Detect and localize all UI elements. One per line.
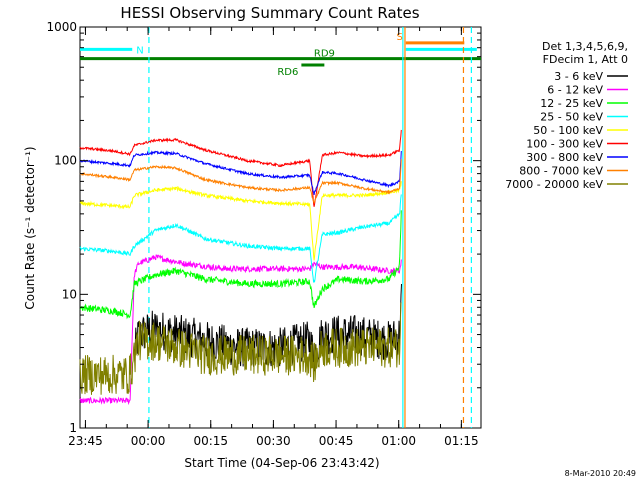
legend-label: 12 - 25 keV bbox=[540, 97, 603, 110]
x-axis-label: Start Time (04-Sep-06 23:43:42) bbox=[184, 456, 379, 470]
legend-label: 25 - 50 keV bbox=[540, 111, 603, 124]
legend-label: 100 - 300 keV bbox=[526, 138, 603, 151]
y-tick-label: 100 bbox=[54, 154, 77, 168]
mode-flags: N S RD9 RD6 bbox=[80, 32, 481, 78]
x-tick-label: 00:15 bbox=[193, 434, 228, 448]
chart-title: HESSI Observing Summary Count Rates bbox=[120, 4, 419, 22]
legend-label: 300 - 800 keV bbox=[526, 151, 603, 164]
series-line bbox=[79, 159, 402, 205]
legend-label: 3 - 6 keV bbox=[554, 70, 603, 83]
flag-label: RD6 bbox=[277, 67, 298, 78]
x-tick-label: 23:45 bbox=[68, 434, 103, 448]
vertical-markers bbox=[148, 27, 472, 428]
flag-label: N bbox=[136, 45, 143, 56]
legend-header-2: FDecim 1, Att 0 bbox=[543, 53, 628, 66]
x-tick-label: 00:00 bbox=[131, 434, 166, 448]
series-line bbox=[79, 129, 402, 207]
legend: Det 1,3,4,5,6,9, FDecim 1, Att 0 3 - 6 k… bbox=[505, 40, 628, 191]
series-line bbox=[79, 194, 402, 283]
legend-label: 6 - 12 keV bbox=[547, 84, 603, 97]
axis-ticks: 23:45 00:00 00:15 00:30 00:45 01:00 01:15 1 10 10… bbox=[46, 20, 481, 448]
series-line bbox=[79, 254, 402, 406]
x-tick-label: 01:15 bbox=[444, 434, 479, 448]
x-tick-label: 00:45 bbox=[319, 434, 354, 448]
series-line bbox=[79, 302, 402, 395]
flag-label: S bbox=[396, 32, 402, 43]
y-tick-label: 1 bbox=[69, 421, 77, 435]
legend-header-1: Det 1,3,4,5,6,9, bbox=[542, 40, 628, 53]
legend-label: 50 - 100 keV bbox=[533, 124, 603, 137]
y-tick-label: 10 bbox=[62, 287, 77, 301]
series-lines bbox=[79, 129, 402, 406]
plot-frame bbox=[79, 26, 482, 429]
legend-label: 7000 - 20000 keV bbox=[505, 178, 603, 191]
y-tick-label: 1000 bbox=[46, 20, 77, 34]
flag-label: RD9 bbox=[314, 49, 335, 60]
x-tick-label: 00:30 bbox=[256, 434, 291, 448]
legend-label: 800 - 7000 keV bbox=[519, 165, 603, 178]
series-line bbox=[79, 150, 402, 195]
series-line bbox=[79, 181, 402, 261]
y-axis-label: Count Rate (s⁻¹ detector⁻¹) bbox=[23, 146, 37, 309]
series-line bbox=[79, 210, 402, 320]
plot-border bbox=[79, 26, 482, 429]
x-tick-label: 01:00 bbox=[381, 434, 416, 448]
timestamp-stamp: 8-Mar-2010 20:49 bbox=[565, 469, 636, 478]
